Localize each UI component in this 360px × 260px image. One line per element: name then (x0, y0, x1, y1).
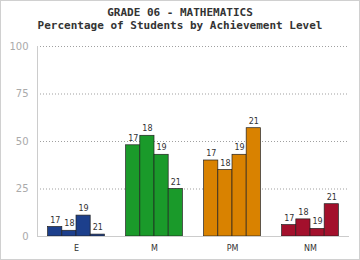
svg-text:19: 19 (234, 143, 244, 152)
svg-text:25: 25 (16, 183, 29, 194)
svg-text:M: M (151, 244, 158, 253)
svg-text:17: 17 (128, 134, 138, 143)
svg-text:19: 19 (312, 217, 322, 226)
svg-text:PM: PM (227, 244, 239, 253)
html-text:GRADE 06 - MATHEMATICS: GRADE 06 - MATHEMATICS (107, 6, 253, 19)
svg-text:17: 17 (284, 214, 294, 223)
svg-text:21: 21 (249, 117, 259, 126)
svg-text:19: 19 (156, 143, 166, 152)
svg-text:21: 21 (171, 178, 181, 187)
svg-text:21: 21 (93, 223, 103, 232)
svg-text:18: 18 (220, 159, 230, 168)
svg-text:100: 100 (9, 41, 28, 52)
svg-text:NM: NM (304, 244, 317, 253)
svg-text:E: E (74, 244, 79, 253)
svg-text:18: 18 (64, 219, 74, 228)
svg-text:75: 75 (16, 88, 29, 99)
html-text:Percentage of Students by Achi: Percentage of Students by Achievement Le… (37, 19, 323, 32)
svg-text:21: 21 (327, 193, 337, 202)
svg-text:18: 18 (298, 208, 308, 217)
svg-text:19: 19 (78, 204, 88, 213)
svg-text:17: 17 (206, 149, 216, 158)
svg-text:0: 0 (22, 231, 28, 242)
svg-text:50: 50 (16, 136, 29, 147)
svg-text:17: 17 (50, 216, 60, 225)
svg-text:18: 18 (142, 124, 152, 133)
